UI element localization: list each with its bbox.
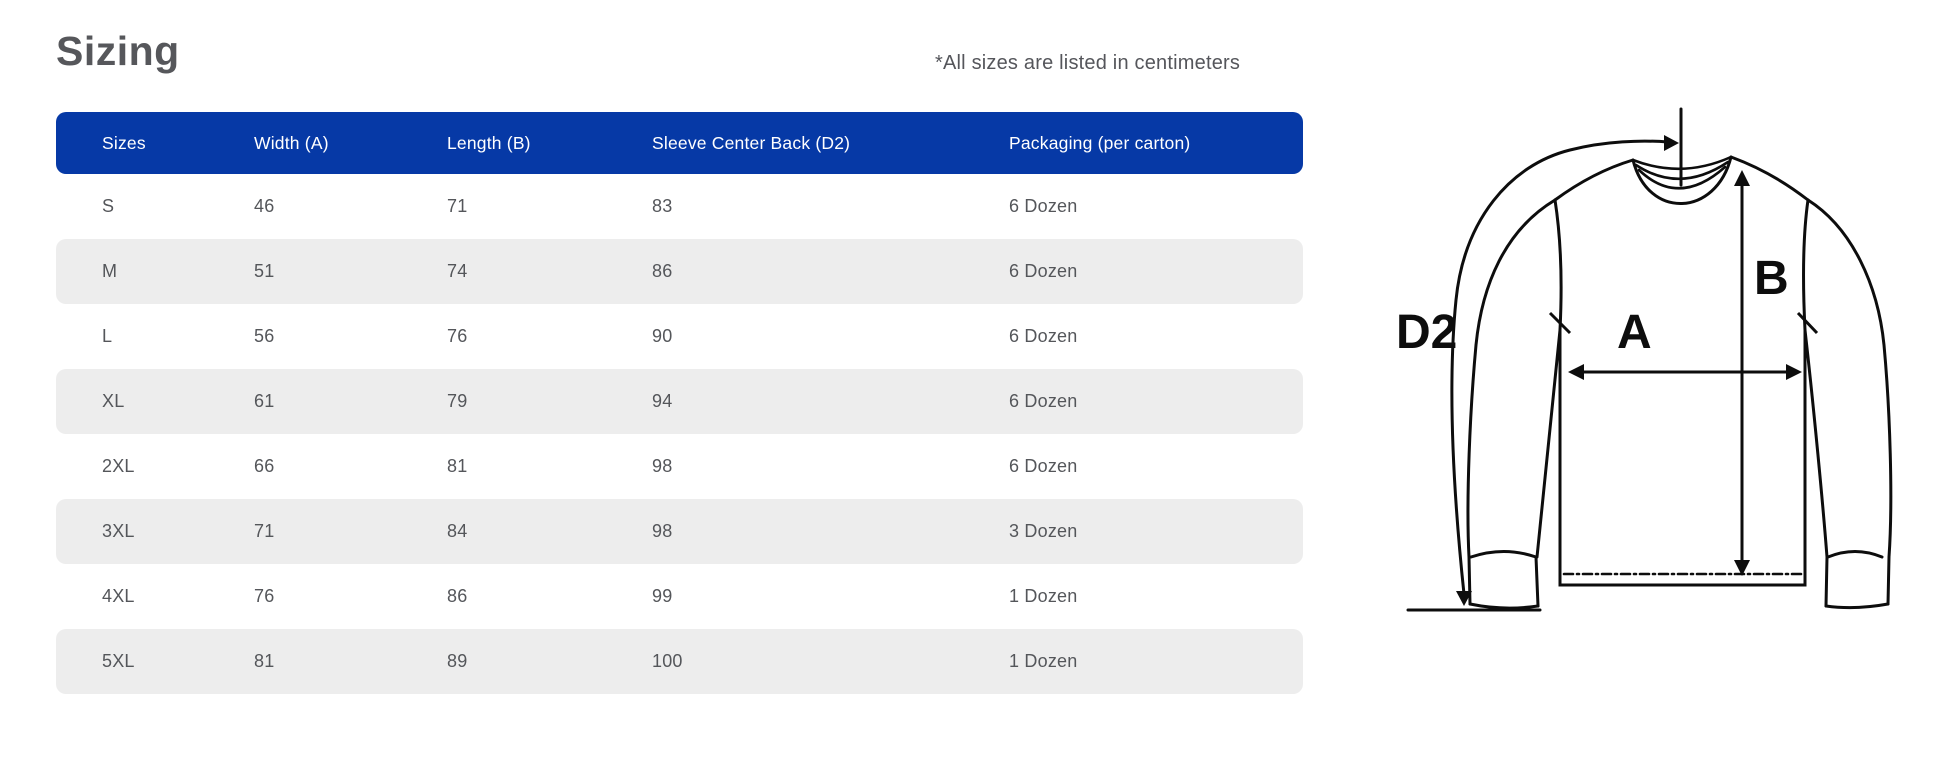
cell-packaging: 1 Dozen — [1009, 651, 1078, 671]
cell-width: 56 — [254, 326, 275, 346]
table-row: 5XL 81 89 100 1 Dozen — [56, 629, 1303, 694]
sleeve-measure-arrow — [1450, 135, 1679, 606]
cell-length: 76 — [447, 326, 468, 346]
column-header-length: Length (B) — [447, 132, 531, 153]
body-outline — [1558, 328, 1807, 587]
cell-length: 71 — [447, 196, 468, 216]
cell-sleeve: 86 — [652, 261, 673, 281]
column-header-width: Width (A) — [254, 132, 329, 153]
cell-packaging: 6 Dozen — [1009, 456, 1078, 476]
table-row: 2XL 66 81 98 6 Dozen — [56, 434, 1303, 499]
cell-sleeve: 98 — [652, 456, 673, 476]
column-header-sleeve: Sleeve Center Back (D2) — [652, 132, 851, 153]
table-row: M 51 74 86 6 Dozen — [56, 239, 1303, 304]
table-body: S 46 71 83 6 Dozen M 51 74 86 6 Dozen L … — [56, 174, 1303, 694]
cell-sleeve: 94 — [652, 391, 673, 411]
cell-length: 74 — [447, 261, 468, 281]
table-row: 4XL 76 86 99 1 Dozen — [56, 564, 1303, 629]
table-row: L 56 76 90 6 Dozen — [56, 304, 1303, 369]
cell-packaging: 3 Dozen — [1009, 521, 1078, 541]
cell-width: 81 — [254, 651, 275, 671]
column-header-packaging: Packaging (per carton) — [1009, 132, 1191, 153]
cell-sleeve: 98 — [652, 521, 673, 541]
collar — [1631, 155, 1733, 205]
table-row: 3XL 71 84 98 3 Dozen — [56, 499, 1303, 564]
cell-length: 89 — [447, 651, 468, 671]
cell-size: S — [102, 196, 115, 216]
left-armpit-tick — [1548, 311, 1572, 335]
cell-length: 86 — [447, 586, 468, 606]
garment-measurement-diagram: A B D2 — [1390, 80, 1946, 625]
cell-packaging: 6 Dozen — [1009, 261, 1078, 281]
cell-width: 76 — [254, 586, 275, 606]
right-sleeve — [1803, 198, 1893, 610]
cell-packaging: 6 Dozen — [1009, 196, 1078, 216]
table-row: S 46 71 83 6 Dozen — [56, 174, 1303, 239]
left-shoulder-line — [1553, 158, 1635, 202]
shirt-diagram-svg: A B D2 — [1396, 107, 1893, 612]
cell-size: 3XL — [102, 521, 135, 541]
width-arrow — [1568, 364, 1802, 380]
right-shoulder-line — [1729, 155, 1810, 202]
cell-length: 79 — [447, 391, 468, 411]
cell-sleeve: 83 — [652, 196, 673, 216]
left-sleeve — [1466, 198, 1562, 610]
cell-width: 51 — [254, 261, 275, 281]
cell-size: L — [102, 326, 113, 346]
cell-size: 4XL — [102, 586, 135, 606]
column-header-sizes: Sizes — [102, 132, 146, 153]
right-armpit-tick — [1796, 311, 1819, 335]
cell-sleeve: 90 — [652, 326, 673, 346]
cell-sleeve: 100 — [652, 651, 683, 671]
table-header-row: Sizes Width (A) Length (B) Sleeve Center… — [56, 112, 1303, 174]
cell-packaging: 6 Dozen — [1009, 326, 1078, 346]
cell-width: 46 — [254, 196, 275, 216]
size-table: Sizes Width (A) Length (B) Sleeve Center… — [56, 112, 1303, 694]
cell-packaging: 1 Dozen — [1009, 586, 1078, 606]
label-length-b: B — [1754, 252, 1789, 305]
units-note: *All sizes are listed in centimeters — [935, 52, 1241, 74]
cell-size: M — [102, 261, 118, 281]
label-width-a: A — [1617, 306, 1652, 359]
left-armhole-seam — [1553, 198, 1563, 332]
cell-packaging: 6 Dozen — [1009, 391, 1078, 411]
page-title: Sizing — [56, 28, 180, 74]
cell-size: XL — [102, 391, 125, 411]
label-sleeve-d2: D2 — [1396, 306, 1457, 359]
cell-width: 66 — [254, 456, 275, 476]
cell-width: 71 — [254, 521, 275, 541]
table-row: XL 61 79 94 6 Dozen — [56, 369, 1303, 434]
cell-length: 81 — [447, 456, 468, 476]
cell-length: 84 — [447, 521, 468, 541]
cell-size: 2XL — [102, 456, 135, 476]
cell-size: 5XL — [102, 651, 135, 671]
length-arrow — [1734, 170, 1750, 576]
cell-width: 61 — [254, 391, 275, 411]
cell-sleeve: 99 — [652, 586, 673, 606]
right-armhole-seam — [1801, 198, 1810, 332]
